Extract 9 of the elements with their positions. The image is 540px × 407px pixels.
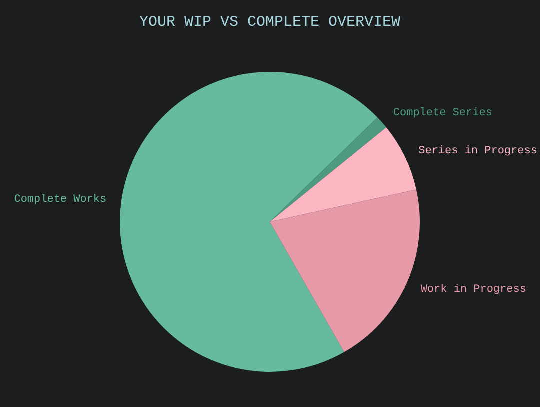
pie-slice (120, 72, 378, 372)
slice-label: Complete Series (393, 107, 492, 120)
slice-label: Complete Works (14, 194, 107, 206)
pie-slice (270, 127, 416, 222)
slice-label: Series in Progress (418, 145, 538, 158)
pie-slice (270, 118, 386, 222)
slice-label: Work in Progress (420, 284, 526, 296)
pie-slice (270, 190, 420, 352)
chart-title: YOUR WIP VS COMPLETE OVERVIEW (139, 14, 401, 31)
